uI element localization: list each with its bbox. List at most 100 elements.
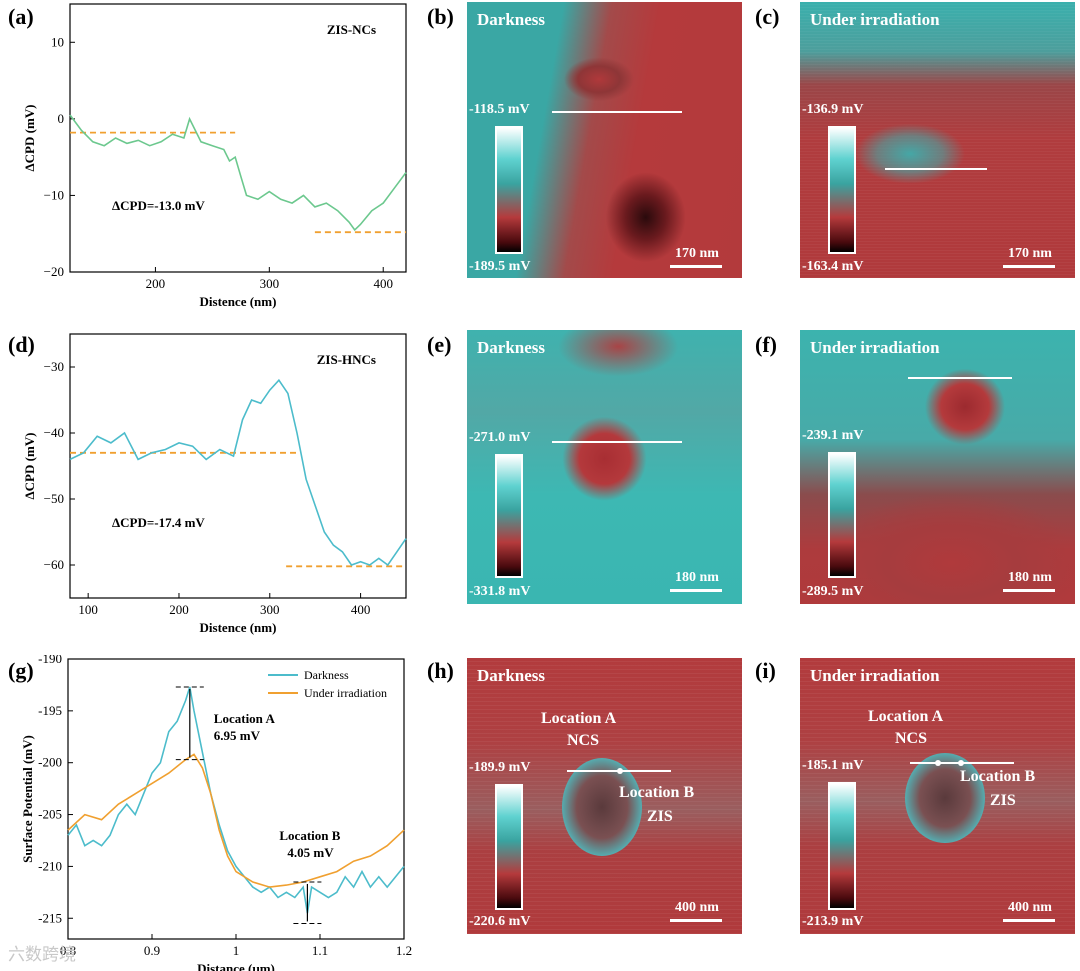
colorbar-min-label: -331.8 mV xyxy=(469,584,531,599)
image-title: Darkness xyxy=(477,10,546,29)
location-a-marker xyxy=(617,768,623,774)
image-title: Under irradiation xyxy=(810,10,940,29)
location-a-label: Location A xyxy=(541,710,617,727)
x-axis-label: Distence (nm) xyxy=(200,294,277,309)
x-tick-label: 400 xyxy=(373,276,393,291)
x-tick-label: 0.8 xyxy=(60,943,76,958)
x-tick-label: 1 xyxy=(233,943,240,958)
image-title: Darkness xyxy=(477,338,546,357)
series-line-0 xyxy=(69,114,407,232)
colorbar-min-label: -189.5 mV xyxy=(469,259,531,274)
watermark: 六数跨境 xyxy=(8,945,76,965)
y-tick-label: -215 xyxy=(38,910,62,925)
x-tick-label: 1.1 xyxy=(312,943,328,958)
y-tick-label: -190 xyxy=(38,655,62,666)
panel-label-a: (a) xyxy=(8,4,34,29)
x-tick-label: 0.9 xyxy=(144,943,160,958)
x-tick-label: 400 xyxy=(351,602,371,617)
colorbar-max-label: -189.9 mV xyxy=(469,760,531,775)
location-a-value: 6.95 mV xyxy=(214,728,261,743)
y-tick-label: 10 xyxy=(51,34,64,49)
x-tick-label: 300 xyxy=(260,602,280,617)
scale-bar xyxy=(670,919,722,922)
colorbar-min-label: -163.4 mV xyxy=(802,259,864,274)
legend-label: Darkness xyxy=(304,668,349,682)
colorbar xyxy=(495,784,523,910)
y-axis-label: ΔCPD (mV) xyxy=(22,105,37,172)
colorbar xyxy=(495,454,523,578)
y-tick-label: -210 xyxy=(38,858,62,873)
legend-label: Under irradiation xyxy=(304,686,387,700)
colorbar-max-label: -136.9 mV xyxy=(802,102,864,117)
y-axis-label: Surface Potential (mV) xyxy=(20,735,35,863)
x-tick-label: 300 xyxy=(260,276,280,291)
y-tick-label: 0 xyxy=(58,111,65,126)
scale-label: 400 nm xyxy=(675,900,719,915)
y-tick-label: -200 xyxy=(38,755,62,770)
location-a-material: NCS xyxy=(567,732,600,749)
scale-bar xyxy=(1003,919,1055,922)
y-tick-label: −10 xyxy=(44,187,64,202)
panel-label-h: (h) xyxy=(427,658,454,683)
series-line-darkness xyxy=(67,686,405,914)
location-b-marker xyxy=(958,760,964,766)
y-tick-label: −20 xyxy=(44,264,64,279)
chart-title: ZIS-HNCs xyxy=(317,352,376,367)
scale-label: 180 nm xyxy=(675,570,719,585)
y-tick-label: −40 xyxy=(44,425,64,440)
panel-label-c: (c) xyxy=(755,4,780,29)
panel-label-g: (g) xyxy=(8,658,34,683)
scale-bar xyxy=(1003,265,1055,268)
series-line-0 xyxy=(69,378,407,567)
profile-line xyxy=(552,441,682,443)
image-title: Under irradiation xyxy=(810,338,940,357)
x-tick-label: 1.2 xyxy=(396,943,412,958)
afm-image-b: Darkness -118.5 mV -189.5 mV 170 nm xyxy=(467,2,742,278)
colorbar-max-label: -185.1 mV xyxy=(802,758,864,773)
afm-image-e: Darkness -271.0 mV -331.8 mV 180 nm xyxy=(467,330,742,604)
scale-label: 170 nm xyxy=(1008,246,1052,261)
location-a-label: Location A xyxy=(868,708,944,725)
panel-label-d: (d) xyxy=(8,332,35,357)
delta-cpd-annotation: ΔCPD=-13.0 mV xyxy=(112,198,205,213)
x-axis-label: Distance (μm) xyxy=(197,961,275,971)
x-tick-label: 100 xyxy=(78,602,98,617)
y-tick-label: -195 xyxy=(38,703,62,718)
chart-a: 200 300 400 −20 −10 0 10 Distence (nm) ΔCPD (mV)… xyxy=(22,3,407,309)
colorbar-min-label: -213.9 mV xyxy=(802,914,864,929)
panel-label-b: (b) xyxy=(427,4,454,29)
colorbar-min-label: -289.5 mV xyxy=(802,584,864,599)
location-b-label: Location B xyxy=(279,828,340,843)
chart-g: 0.8 0.9 1 1.1 1.2 -190 -195 -200 -205 -210 -215 Dis… xyxy=(20,655,412,971)
plot-frame xyxy=(67,658,405,940)
nanoparticle xyxy=(562,758,642,856)
y-tick-label: −60 xyxy=(44,557,64,572)
afm-image-c: Under irradiation -136.9 mV -163.4 mV 17… xyxy=(800,2,1075,278)
image-title: Darkness xyxy=(477,666,546,685)
plot-frame xyxy=(69,3,407,273)
y-axis-label: ΔCPD (mV) xyxy=(22,433,37,500)
colorbar-max-label: -239.1 mV xyxy=(802,428,864,443)
y-tick-label: −50 xyxy=(44,491,64,506)
scale-bar xyxy=(1003,589,1055,592)
location-a-label: Location A xyxy=(214,711,276,726)
series-line-under-irradiation xyxy=(67,753,405,888)
location-b-material: ZIS xyxy=(647,808,673,825)
afm-image-i: Under irradiation Location A NCS Locatio… xyxy=(800,658,1075,934)
scale-label: 170 nm xyxy=(675,246,719,261)
x-axis-label: Distence (nm) xyxy=(200,620,277,635)
nanoparticle xyxy=(905,753,985,843)
chart-d: 100 200 300 400 −60 −50 −40 −30 Distence (nm) ΔCP… xyxy=(22,333,407,635)
scale-label: 180 nm xyxy=(1008,570,1052,585)
location-b-label: Location B xyxy=(619,784,695,801)
colorbar-max-label: -271.0 mV xyxy=(469,430,531,445)
colorbar xyxy=(828,126,856,254)
location-b-value: 4.05 mV xyxy=(287,845,334,860)
colorbar xyxy=(828,782,856,910)
scale-label: 400 nm xyxy=(1008,900,1052,915)
y-tick-label: −30 xyxy=(44,359,64,374)
location-a-marker xyxy=(935,760,941,766)
scale-bar xyxy=(670,589,722,592)
chart-title: ZIS-NCs xyxy=(327,22,376,37)
